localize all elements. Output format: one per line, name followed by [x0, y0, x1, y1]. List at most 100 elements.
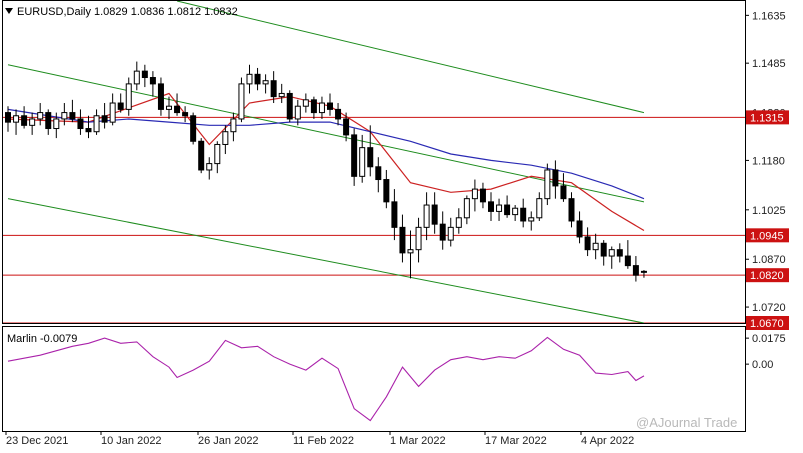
candle	[45, 109, 52, 135]
candle-body	[544, 169, 551, 200]
candle-body	[5, 112, 11, 123]
candle	[222, 125, 229, 155]
candle	[318, 96, 325, 119]
candle	[302, 93, 309, 113]
candle-body	[222, 131, 229, 145]
candle	[383, 169, 390, 209]
candle-body	[318, 102, 325, 114]
candle-body	[359, 147, 366, 177]
candle-body	[383, 179, 390, 203]
candle-body	[351, 134, 358, 177]
time-tick-label: 26 Jan 2022	[198, 435, 259, 447]
candle	[61, 103, 68, 126]
candle-body	[174, 105, 181, 114]
time-tick-label: 23 Dec 2021	[6, 435, 68, 447]
price-tick-label: 1.1180	[752, 155, 785, 167]
candle	[632, 256, 639, 282]
price-tick-label: 1.1635	[752, 10, 786, 22]
candle-body	[600, 242, 607, 257]
time-tick-label: 17 Mar 2022	[485, 435, 547, 447]
candle	[479, 182, 486, 209]
candle-body	[101, 115, 108, 123]
candle-body	[568, 198, 575, 222]
candle-body	[278, 92, 285, 98]
candle-body	[302, 99, 309, 107]
candle-body	[262, 80, 269, 85]
candle	[29, 112, 36, 135]
candle	[608, 246, 615, 269]
candle-body	[576, 220, 583, 238]
candle	[117, 93, 124, 113]
candle	[463, 195, 470, 225]
candle	[37, 103, 44, 126]
candle	[431, 192, 438, 234]
candle-body	[415, 226, 422, 251]
candle-body	[407, 249, 414, 254]
candle	[206, 157, 213, 180]
candle	[536, 192, 543, 221]
oscillator-axis: 0.0175 0.00	[745, 333, 786, 371]
candle-body	[93, 115, 100, 133]
candle-body	[375, 166, 382, 181]
candle	[592, 233, 599, 260]
candle-body	[182, 112, 189, 117]
candle-body	[624, 255, 631, 267]
time-axis: 23 Dec 2021 10 Jan 2022 26 Jan 2022 11 Feb …	[5, 431, 634, 447]
candle-body	[77, 118, 84, 130]
oscillator-line	[7, 336, 645, 422]
candle	[351, 128, 358, 186]
channel-line	[7, 198, 645, 323]
candle-body	[230, 118, 237, 133]
candle-body	[85, 128, 92, 133]
candle	[455, 208, 462, 234]
candle	[447, 217, 454, 247]
candle-body	[399, 226, 406, 254]
candle	[310, 96, 317, 119]
candle	[399, 214, 406, 263]
time-tick-label: 10 Jan 2022	[101, 435, 162, 447]
level-label-box	[746, 316, 789, 330]
oscillator-tick-label: 0.0175	[752, 333, 786, 345]
time-tick-label: 11 Feb 2022	[293, 435, 354, 447]
candle	[190, 112, 197, 145]
candle	[415, 217, 422, 263]
candle	[125, 77, 132, 116]
candle	[198, 138, 205, 174]
candle	[294, 99, 301, 126]
candle-body	[592, 242, 599, 251]
candle-body	[367, 147, 374, 168]
candle-body	[310, 99, 317, 114]
candle	[552, 160, 559, 199]
collapse-triangle-icon[interactable]	[5, 8, 13, 14]
indicator-frame	[2, 326, 746, 432]
candle-body	[512, 207, 519, 216]
candle	[584, 227, 591, 257]
candle-body	[488, 201, 494, 212]
candle	[576, 211, 583, 244]
candle	[528, 211, 535, 231]
candle-body	[109, 102, 116, 123]
candle	[343, 112, 350, 142]
candle-body	[479, 188, 486, 203]
candle-body	[45, 112, 52, 130]
moving-average-line	[7, 108, 645, 200]
candle	[246, 64, 253, 94]
candle-body	[21, 115, 28, 126]
candle-body	[286, 92, 293, 120]
channel-line	[176, 1, 645, 114]
candle	[520, 198, 527, 228]
candle-body	[29, 118, 36, 126]
candle-body	[69, 112, 76, 120]
candle-body	[391, 201, 398, 228]
candle	[278, 83, 285, 104]
candle	[21, 106, 28, 129]
candle	[496, 198, 503, 221]
candle	[182, 106, 189, 123]
candlesticks	[5, 61, 647, 282]
candle	[53, 112, 60, 139]
candle	[262, 74, 269, 94]
candle	[174, 93, 181, 116]
candle-body	[327, 102, 333, 110]
level-labels: 1.1315 1.0945 1.0820 1.0670	[746, 110, 789, 330]
